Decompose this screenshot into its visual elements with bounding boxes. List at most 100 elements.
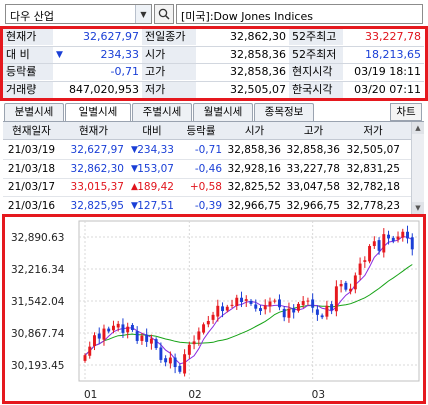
candle-body <box>363 260 367 262</box>
index-full-name: [미국]:Dow Jones Indices <box>176 4 423 24</box>
summary-text: -0,71 <box>110 65 139 78</box>
table-row[interactable]: 21/03/18 32,862,30 ▼ 153,07 -0,46 32,928,16 33… <box>3 160 411 179</box>
candle-body <box>277 299 281 308</box>
summary-text: 18,213,65 <box>365 47 421 61</box>
candle-body <box>88 346 92 356</box>
price-chart[interactable]: 32,890.63 32,216.34 31,542.04 30,867.74 30,1… <box>5 217 423 401</box>
candle-body <box>154 339 158 349</box>
candle-body <box>206 321 210 325</box>
summary-label-2-2: 고가 <box>142 64 196 80</box>
summary-text: 52주최고 <box>292 30 337 43</box>
column-header-1[interactable]: 현재가 <box>79 125 108 137</box>
table-cell-text: -0,46 <box>194 162 222 175</box>
table-cell-text: 32,778,23 <box>346 199 400 212</box>
candle-body <box>102 328 106 340</box>
column-header-0[interactable]: 현재일자 <box>12 125 51 137</box>
candle-body <box>116 323 120 328</box>
summary-label-1-2: 시가 <box>142 46 196 63</box>
tab-0[interactable]: 분별시세 <box>4 103 64 121</box>
summary-label-3-0: 거래량 <box>3 81 53 98</box>
table-cell-text: 32,858,36 <box>286 144 340 156</box>
column-header-6[interactable]: 저가 <box>363 125 383 137</box>
table-cell: +0,58 <box>177 178 225 197</box>
candle-body <box>410 237 414 250</box>
candle-body <box>372 241 376 247</box>
candle-body <box>240 297 243 303</box>
summary-label-2-0: 등락률 <box>3 64 53 80</box>
candle-body <box>406 231 409 239</box>
summary-text: 거래량 <box>6 82 37 96</box>
index-select[interactable]: 다우 산업 ▼ <box>5 4 152 24</box>
candle-body <box>130 324 134 331</box>
candle-body <box>387 234 391 239</box>
column-header-4[interactable]: 시가 <box>244 125 265 137</box>
candle-body <box>358 263 362 275</box>
summary-panel <box>0 26 428 101</box>
tab-2[interactable]: 주별시세 <box>132 103 192 121</box>
chevron-down-icon[interactable]: ▼ <box>135 5 151 23</box>
chart-button[interactable]: 차트 <box>390 103 422 121</box>
candle-body <box>391 237 395 242</box>
candle-body <box>377 240 381 251</box>
candle-body <box>168 357 172 364</box>
table-cell-text: 153,07 <box>137 162 174 175</box>
summary-text: 03/20 07:11 <box>354 82 421 96</box>
down-arrow-icon: ▼ <box>131 163 138 174</box>
table-row[interactable]: 21/03/17 33,015,37 ▲ 189,42 +0,58 32,825,52 33… <box>3 178 411 197</box>
table-cell: 32,782,18 <box>343 178 403 197</box>
table-cell-text: 32,966,75 <box>286 199 340 212</box>
table-row[interactable]: 21/03/19 32,627,97 ▼ 234,33 -0,71 32,858,36 32… <box>3 141 411 160</box>
row-divider <box>3 80 424 82</box>
candle-body <box>235 297 239 307</box>
candle-body <box>164 358 168 363</box>
column-header-3[interactable]: 등락률 <box>186 125 216 137</box>
scroll-up-icon[interactable]: ▲ <box>412 122 424 134</box>
search-button[interactable] <box>154 4 174 24</box>
table-cell-text: 32,627,97 <box>70 144 124 156</box>
table-cell-text: 33,047,58 <box>286 181 340 193</box>
tab-4[interactable]: 종목정보 <box>254 103 314 121</box>
candle-body <box>149 338 153 344</box>
y-tick-label: 31,542.04 <box>11 296 65 308</box>
y-tick-label: 32,216.34 <box>11 264 65 276</box>
candle-body <box>296 303 300 311</box>
scroll-down-icon[interactable]: ▼ <box>412 202 424 214</box>
candle-body <box>273 300 277 302</box>
candle-body <box>178 365 182 372</box>
candle-body <box>192 341 196 345</box>
table-cell-text: 32,966,75 <box>227 199 281 212</box>
candle-body <box>301 301 305 306</box>
row-divider <box>3 63 424 64</box>
table-scrollbar[interactable]: ▲ ▼ <box>411 122 424 214</box>
summary-label-3-4: 한국시각 <box>289 81 343 98</box>
table-cell: 32,966,75 <box>284 197 343 216</box>
table-row[interactable]: 21/03/16 32,825,95 ▼ 127,51 -0,39 32,966,75 32… <box>3 197 411 216</box>
summary-value-3-5: 03/20 07:11 <box>343 82 424 98</box>
candle-body <box>111 325 115 331</box>
summary-text: 32,862,30 <box>230 30 286 43</box>
candle-body <box>173 357 177 368</box>
column-header-5[interactable]: 고가 <box>303 125 324 137</box>
candle-body <box>339 283 343 287</box>
candle-body <box>259 308 262 312</box>
candle-body <box>197 331 201 340</box>
candle-body <box>183 354 187 374</box>
candle-body <box>282 308 286 318</box>
column-header-2[interactable]: 대비 <box>142 125 162 137</box>
summary-text: 시가 <box>145 47 166 61</box>
table-cell-text: 234,33 <box>137 144 174 156</box>
table-cell: 33,015,37 <box>60 178 127 197</box>
summary-text: 현재가 <box>6 30 37 43</box>
candle-body <box>268 301 272 307</box>
tab-3[interactable]: 월별시세 <box>193 103 253 121</box>
candle-body <box>320 315 324 318</box>
tab-1[interactable]: 일별시세 <box>65 103 131 122</box>
summary-text: 33,227,78 <box>365 30 421 43</box>
table-cell: 21/03/19 <box>3 141 60 160</box>
summary-value-3-3: 32,505,07 <box>196 82 289 98</box>
candle-body <box>311 299 315 308</box>
summary-text: 한국시각 <box>292 82 333 96</box>
table-cell-text: 32,825,95 <box>70 199 124 212</box>
summary-value-2-5: 03/19 18:11 <box>343 64 424 80</box>
summary-label-1-4: 52주최저 <box>289 46 343 63</box>
